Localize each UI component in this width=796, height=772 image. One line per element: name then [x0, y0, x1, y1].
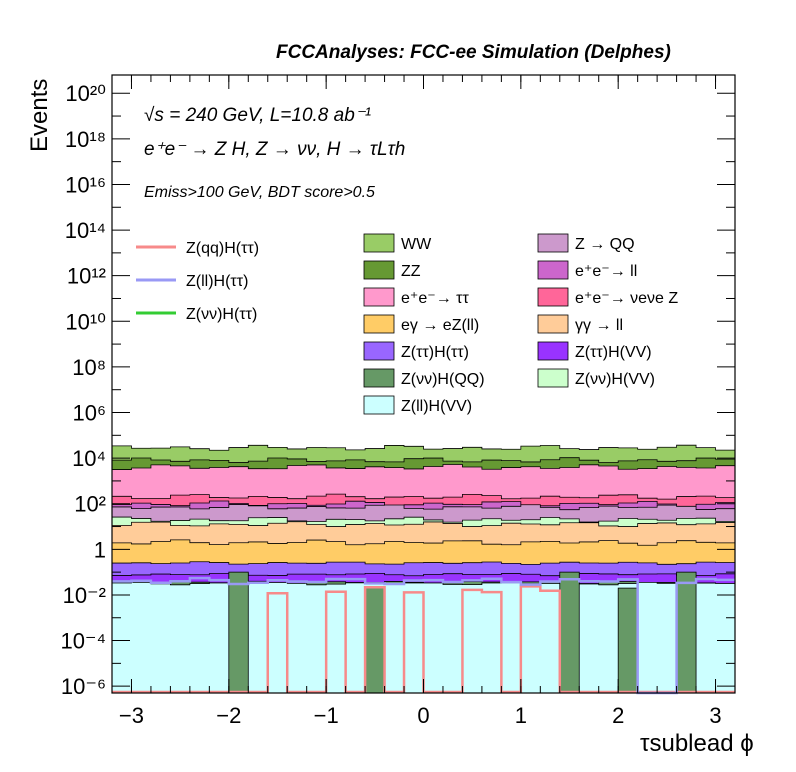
znnhqq-bar: [676, 571, 697, 694]
y-tick-label: 10¹⁶: [65, 172, 106, 197]
y-tick-label: 10¹⁴: [65, 218, 106, 243]
legend-box-swatch: [363, 368, 395, 388]
x-axis: −3 −2 −1 0 1 2 3: [111, 75, 736, 728]
znnhqq-bar: [559, 571, 580, 694]
y-tick-label: 10¹²: [67, 264, 106, 289]
legend-box-label: e⁺e⁻→ νeνe Z: [575, 290, 678, 307]
znnhqq-bar: [228, 571, 249, 694]
znnhqq-bar: [617, 587, 639, 694]
y-tick-label: 10¹⁸: [65, 127, 106, 152]
y-tick-label: 10²: [74, 492, 106, 517]
legend-box-label: e⁺e⁻→ ll: [575, 263, 637, 280]
signal-line-zll: [112, 576, 735, 695]
chart-title: FCCAnalyses: FCC-ee Simulation (Delphes): [276, 42, 671, 63]
y-tick-label: 10⁴: [72, 446, 106, 471]
y-tick-label: 10⁻²: [63, 583, 106, 608]
y-tick-label: 10²⁰: [65, 81, 106, 106]
x-axis-label: τsublead ϕ: [640, 730, 754, 757]
legend-box-swatch: [363, 314, 395, 334]
y-axis: 10⁻⁶ 10⁻⁴ 10⁻² 1 10² 10⁴ 10⁶ 10⁸ 10¹⁰ 10¹² 10¹⁴ 10¹…: [60, 81, 735, 699]
legend-box-label: Z(ττ)H(ττ): [401, 344, 469, 361]
legend-box-label: Z(ll)H(VV): [401, 398, 472, 415]
x-tick-label: 3: [709, 703, 721, 728]
legend-box-label: e⁺e⁻→ ττ: [401, 290, 469, 307]
legend-line-label: Z(qq)H(ττ): [186, 240, 259, 257]
y-tick-label: 10⁶: [72, 401, 106, 426]
legend-box-swatch: [537, 314, 569, 334]
legend-box-label: Z → QQ: [575, 236, 635, 253]
legend-box-swatch: [363, 233, 395, 253]
legend-box-label: ZZ: [401, 263, 421, 280]
legend-box-swatch: [537, 233, 569, 253]
x-tick-label: −1: [314, 703, 339, 728]
y-tick-label: 10¹⁰: [65, 309, 106, 334]
legend-box-swatch: [537, 368, 569, 388]
x-tick-label: 2: [612, 703, 624, 728]
x-tick-label: 0: [417, 703, 429, 728]
legend: Z(qq)H(ττ) Z(ll)H(ττ) Z(νν)H(ττ) WW Z → QQ ZZ…: [136, 233, 678, 415]
legend-box-label: Z(νν)H(QQ): [401, 371, 485, 388]
annotation-cuts: Emiss>100 GeV, BDT score>0.5: [144, 184, 375, 201]
legend-box-swatch: [537, 260, 569, 280]
legend-box-swatch: [363, 341, 395, 361]
y-tick-label: 1: [94, 537, 106, 562]
y-tick-label: 10⁸: [72, 355, 106, 380]
x-tick-label: −2: [216, 703, 241, 728]
legend-box-label: WW: [401, 236, 432, 253]
legend-line-label: Z(ll)H(ττ): [186, 273, 248, 290]
signal-line-zqq: [112, 585, 735, 694]
y-axis-label: Events: [26, 78, 53, 152]
y-tick-label: 10⁻⁴: [60, 629, 106, 654]
legend-box-swatch: [363, 395, 395, 415]
x-tick-label: −3: [119, 703, 144, 728]
y-tick-label: 10⁻⁶: [61, 674, 106, 699]
annotation-energy-lumi: √s = 240 GeV, L=10.8 ab⁻¹: [144, 105, 372, 126]
legend-box-label: γγ → ll: [575, 317, 623, 334]
annotation-process: e⁺e⁻ → Z H, Z → νν, H → τLτh: [144, 139, 406, 160]
legend-box-swatch: [537, 341, 569, 361]
legend-box-label: eγ → eZ(ll): [401, 317, 479, 334]
znnhqq-bar: [364, 587, 385, 694]
legend-line-label: Z(νν)H(ττ): [186, 306, 257, 323]
legend-box-label: Z(νν)H(VV): [575, 371, 655, 388]
legend-box-swatch: [363, 260, 395, 280]
legend-box-label: Z(ττ)H(VV): [575, 344, 652, 361]
legend-box-swatch: [363, 287, 395, 307]
legend-box-swatch: [537, 287, 569, 307]
x-tick-label: 1: [515, 703, 527, 728]
